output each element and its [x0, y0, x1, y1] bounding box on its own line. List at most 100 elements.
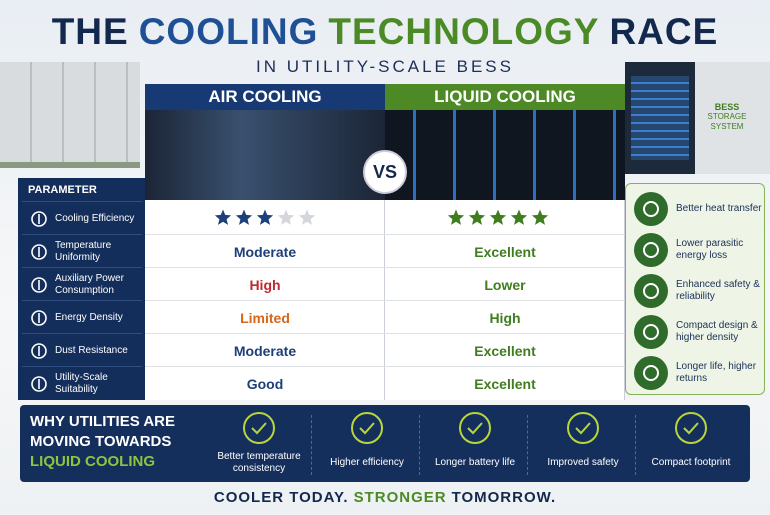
air-value: Moderate — [233, 243, 297, 260]
battery-rack — [631, 76, 689, 160]
parameter-name: Auxiliary Power Consumption — [55, 272, 124, 296]
title-word: RACE — [609, 11, 719, 52]
liquid-value: Excellent — [474, 243, 536, 260]
title-word: TECHNOLOGY — [328, 11, 600, 52]
air-header: AIR COOLING — [145, 84, 385, 110]
benefit-icon — [634, 356, 668, 390]
footer-part: TOMORROW. — [451, 488, 557, 506]
liquid-header: LIQUID COOLING — [385, 84, 625, 110]
icon-circle — [634, 233, 668, 267]
star — [256, 209, 274, 225]
star — [489, 209, 507, 225]
reason-text: Better temperature consistency — [217, 451, 301, 474]
benefit-text: Better heat transfer — [676, 203, 762, 214]
bess-image: BESS STORAGE SYSTEM — [625, 62, 770, 174]
parameter-icon — [31, 310, 47, 326]
benefit-icon — [634, 192, 668, 226]
row-line — [145, 267, 625, 268]
reason-icon — [243, 412, 275, 444]
benefit-text: Longer life, higher returns — [676, 361, 757, 384]
benefit-icon — [634, 233, 668, 267]
banner-heading: LIQUID COOLING — [30, 453, 155, 470]
row-line — [22, 300, 142, 301]
icon-shape — [467, 422, 483, 435]
benefit-text: Lower parasitic energy loss — [676, 238, 744, 261]
star-rating — [214, 209, 316, 225]
icon-circle — [243, 412, 275, 444]
reason-text: Improved safety — [547, 457, 619, 468]
bess-label-line: BESS — [714, 102, 740, 112]
footer-part: STRONGER — [353, 488, 447, 506]
liquid-value: High — [489, 309, 521, 326]
liquid-value: Excellent — [474, 342, 536, 359]
reason-icon — [567, 412, 599, 444]
star-rating — [447, 209, 549, 225]
icon-shape — [643, 201, 659, 217]
icon-shape — [31, 244, 47, 260]
row-line — [22, 333, 142, 334]
bess-label-line: STORAGE — [707, 112, 747, 121]
parameter-name: Temperature Uniformity — [55, 239, 112, 263]
icon-shape — [643, 365, 659, 381]
liquid-value: Lower — [484, 276, 526, 293]
row-line — [22, 234, 142, 235]
row-line — [145, 366, 625, 367]
title-word: COOLING — [138, 11, 319, 52]
liquid-value: Excellent — [474, 375, 536, 392]
row-line — [22, 366, 142, 367]
icon-shape — [31, 277, 47, 293]
star — [214, 209, 232, 225]
icon-shape — [643, 324, 659, 340]
parameter-header: PARAMETER — [28, 184, 97, 196]
reason-icon — [459, 412, 491, 444]
liquid-image — [385, 110, 625, 200]
banner-divider — [419, 415, 420, 475]
banner-divider — [527, 415, 528, 475]
vs-badge: VS — [363, 150, 407, 194]
title: THE COOLING TECHNOLOGY RACE — [0, 10, 770, 54]
benefit-icon — [634, 274, 668, 308]
row-line — [145, 234, 625, 235]
reason-icon — [351, 412, 383, 444]
container-image — [0, 62, 140, 168]
icon-circle — [634, 315, 668, 349]
banner-divider — [311, 415, 312, 475]
icon-shape — [643, 283, 659, 299]
icon-circle — [459, 412, 491, 444]
air-value: High — [249, 276, 281, 293]
parameter-icon — [31, 211, 47, 227]
footer: COOLER TODAY. STRONGER TOMORROW. — [0, 486, 770, 508]
air-value: Moderate — [233, 342, 297, 359]
air-value: Good — [246, 375, 284, 392]
icon-shape — [31, 211, 47, 227]
parameter-icon — [31, 244, 47, 260]
icon-circle — [634, 192, 668, 226]
parameter-icon — [31, 343, 47, 359]
title-word: THE — [51, 11, 129, 52]
icon-circle — [675, 412, 707, 444]
air-image — [145, 110, 385, 200]
icon-shape — [31, 376, 47, 392]
icon-circle — [351, 412, 383, 444]
parameter-name: Cooling Efficiency — [55, 212, 135, 224]
banner-divider — [635, 415, 636, 475]
icon-shape — [31, 310, 47, 326]
star — [447, 209, 465, 225]
icon-circle — [634, 274, 668, 308]
air-value: Limited — [240, 309, 290, 326]
star — [235, 209, 253, 225]
row-line — [145, 300, 625, 301]
star — [531, 209, 549, 225]
row-line — [22, 267, 142, 268]
bess-label: BESS STORAGE SYSTEM — [697, 102, 757, 132]
footer-part: COOLER TODAY. — [213, 488, 349, 506]
icon-circle — [567, 412, 599, 444]
reason-text: Higher efficiency — [330, 457, 404, 468]
reason-text: Compact footprint — [651, 457, 731, 468]
banner-heading: MOVING TOWARDS — [30, 433, 172, 450]
parameter-icon — [31, 376, 47, 392]
parameter-name: Energy Density — [55, 311, 123, 323]
banner-heading: WHY UTILITIES ARE — [30, 413, 176, 430]
icon-shape — [683, 422, 699, 435]
